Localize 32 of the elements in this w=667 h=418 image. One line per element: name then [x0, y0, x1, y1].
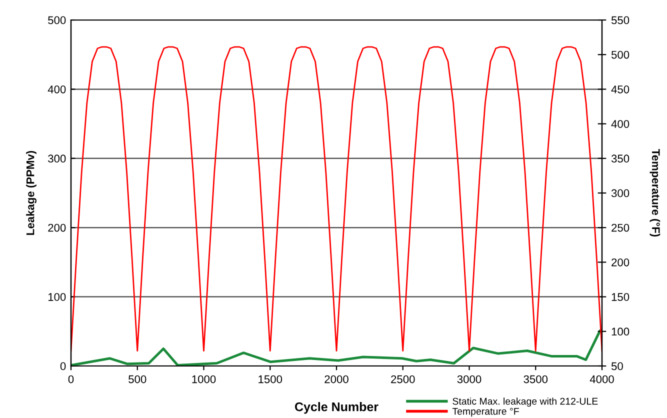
y2-tick-label: 450 — [611, 85, 630, 94]
x-tick-label: 1000 — [192, 375, 216, 384]
y-tick-label: 0 — [60, 362, 66, 370]
x-tick-label: 4000 — [590, 375, 614, 384]
y2-axis-title: Temperature (°F) — [650, 149, 660, 237]
y2-tick-label: 100 — [612, 328, 630, 336]
x-tick-label: 3000 — [457, 375, 482, 384]
y2-tick-label: 50 — [611, 362, 623, 370]
y-axis-title: Leakage (PPMv) — [26, 150, 36, 235]
y-tick-label: 100 — [48, 293, 66, 301]
y2-tick-label: 350 — [611, 154, 630, 163]
x-tick-label: 2500 — [391, 375, 415, 384]
y2-tick-label: 550 — [611, 16, 630, 24]
x-tick-label: 3500 — [524, 375, 548, 384]
y2-tick-label: 150 — [612, 293, 630, 301]
x-tick-label: 2000 — [324, 375, 348, 384]
y-tick-label: 300 — [48, 154, 66, 163]
y2-tick-label: 200 — [612, 258, 630, 266]
x-tick-label: 0 — [68, 375, 74, 384]
y2-tick-label: 250 — [612, 224, 630, 232]
y-tick-label: 400 — [48, 85, 66, 94]
legend-label: Temperature °F — [452, 408, 519, 417]
y2-tick-label: 300 — [611, 189, 630, 198]
x-tick-label: 1500 — [258, 375, 282, 384]
legend-label: Static Max. leakage with 212-ULE — [452, 398, 598, 407]
x-tick-label: 500 — [128, 375, 146, 384]
y-tick-label: 200 — [48, 224, 66, 232]
y2-tick-label: 400 — [611, 120, 630, 128]
x-axis-title: Cycle Number — [294, 402, 378, 414]
y2-tick-label: 500 — [611, 50, 630, 59]
line-series — [71, 46, 602, 352]
y-tick-label: 500 — [48, 16, 66, 24]
